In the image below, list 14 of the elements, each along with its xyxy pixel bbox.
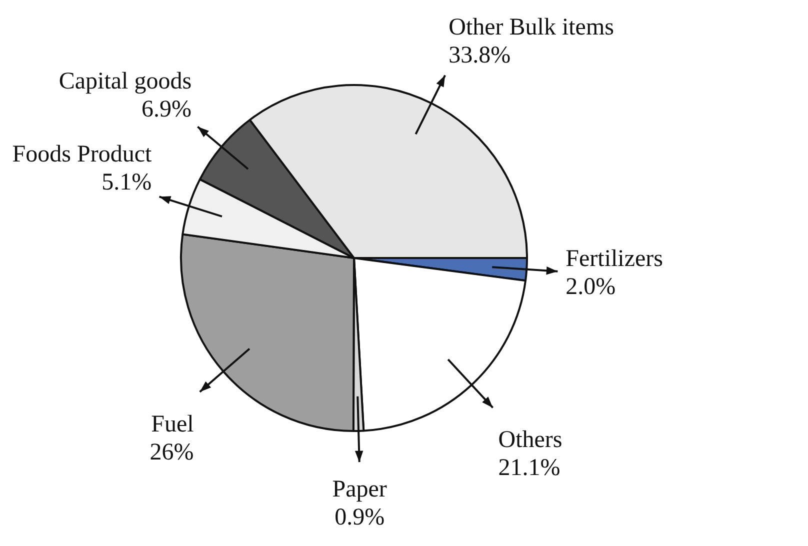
slice-label: Paper <box>332 476 387 502</box>
data-label: 5.1% <box>102 170 152 196</box>
slice-label: Fuel <box>151 411 194 438</box>
slice-label: Other Bulk items <box>448 14 614 40</box>
data-label: 0.9% <box>334 504 385 530</box>
data-label: 2.0% <box>566 274 616 300</box>
legend-label: Others <box>498 427 562 454</box>
slice-label: Capital goods <box>58 68 192 94</box>
data-label: 6.9% <box>142 96 192 122</box>
data-label: 21.1% <box>498 455 560 482</box>
data-label: 26% <box>150 439 194 466</box>
data-label: 33.8% <box>448 42 511 68</box>
slice-label: Foods Product <box>12 142 152 168</box>
slice-label: Fertilizers <box>566 246 663 272</box>
